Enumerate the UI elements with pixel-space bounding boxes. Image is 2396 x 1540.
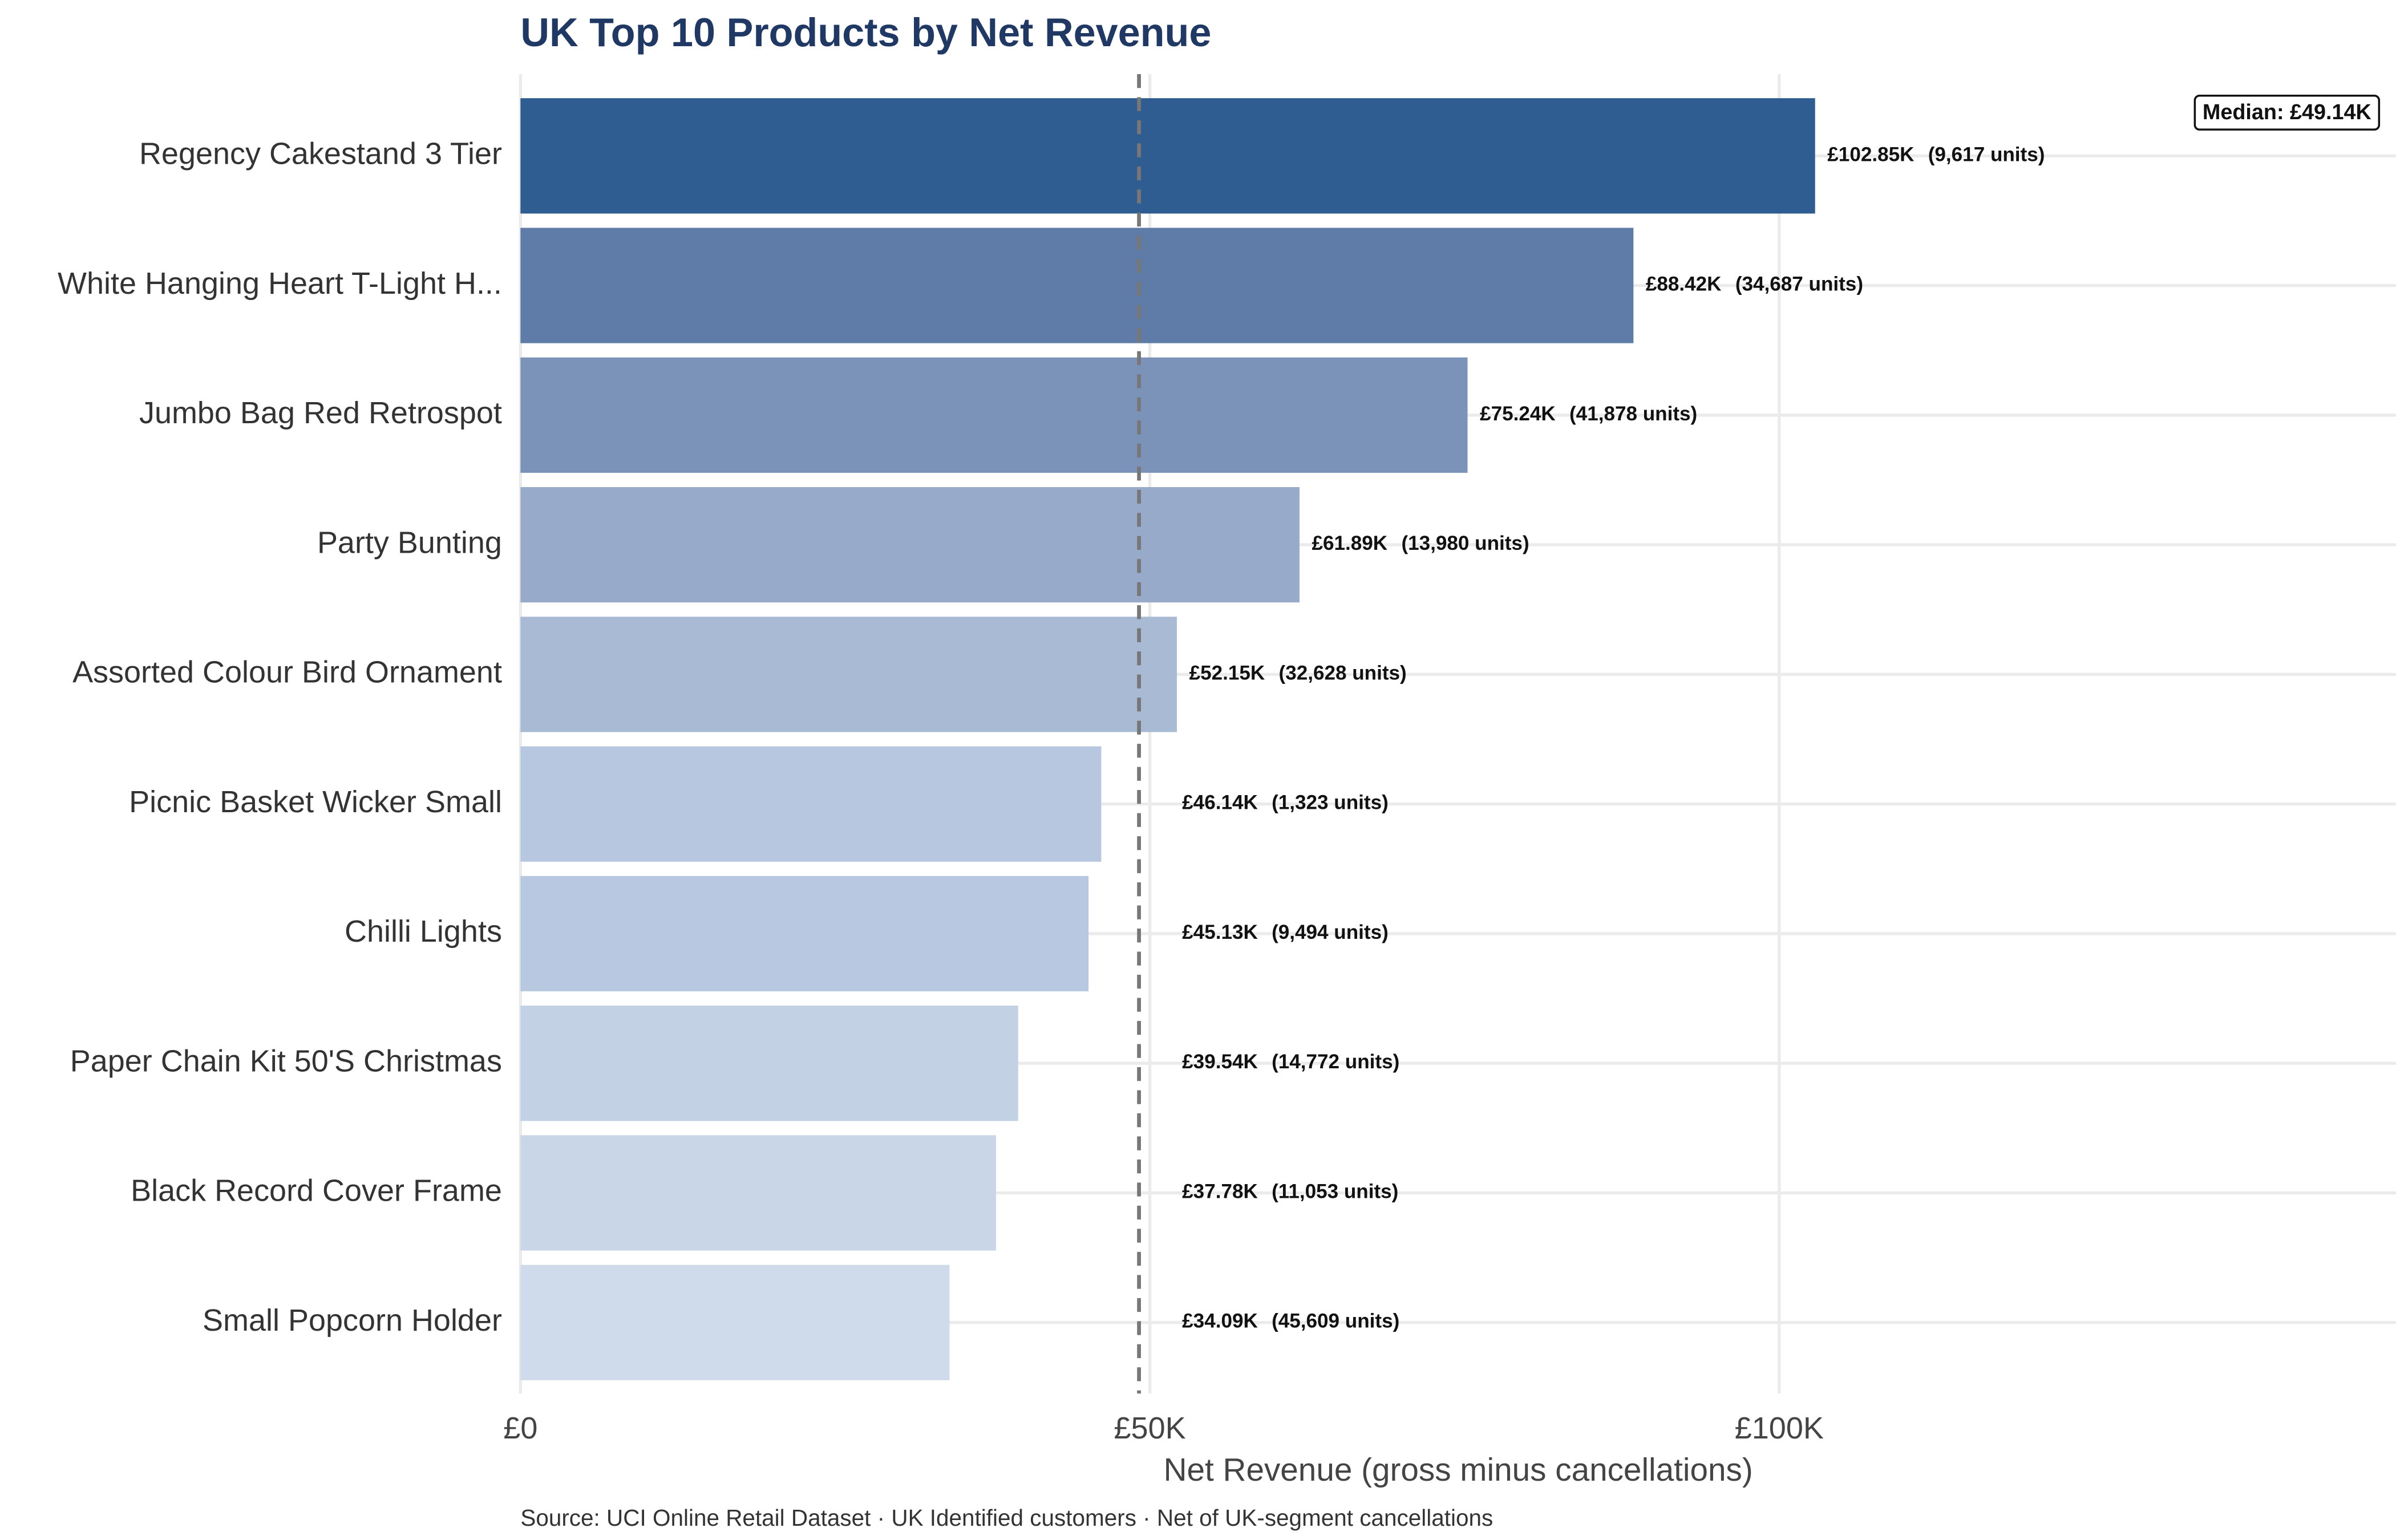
value-label: £88.42K (34,687 units) <box>1646 273 1863 295</box>
value-label: £46.14K <box>1182 792 1258 814</box>
units-label: (41,878 units) <box>1569 403 1697 425</box>
value-label: £37.78K <box>1182 1181 1258 1203</box>
value-label: £37.78K (11,053 units) <box>1182 1181 1398 1203</box>
y-tick-label: Jumbo Bag Red Retrospot <box>139 396 502 430</box>
value-label: £52.15K <box>1189 662 1265 684</box>
units-label: (32,628 units) <box>1279 662 1407 684</box>
value-label: £102.85K (9,617 units) <box>1827 144 2045 166</box>
bar <box>520 746 1102 862</box>
value-label: £34.09K (45,609 units) <box>1182 1310 1399 1332</box>
y-tick-label: Small Popcorn Holder <box>203 1303 502 1338</box>
x-tick-label: £0 <box>503 1411 537 1445</box>
value-label: £61.89K (13,980 units) <box>1312 532 1529 554</box>
x-tick-label: £100K <box>1735 1411 1824 1445</box>
caption: Source: UCI Online Retail Dataset · UK I… <box>520 1505 1493 1531</box>
units-label: (45,609 units) <box>1272 1310 1399 1332</box>
y-tick-label: Party Bunting <box>317 525 502 560</box>
value-label: £75.24K <box>1480 403 1556 425</box>
value-label: £34.09K <box>1182 1310 1258 1332</box>
value-label: £46.14K (1,323 units) <box>1182 792 1389 814</box>
median-box <box>2193 94 2381 131</box>
value-label: £52.15K (32,628 units) <box>1189 662 1407 684</box>
bar <box>520 228 1634 343</box>
x-axis-title: Net Revenue (gross minus cancellations) <box>1164 1452 1753 1488</box>
bar <box>520 876 1089 992</box>
y-tick-label: Picnic Basket Wicker Small <box>129 785 502 819</box>
x-tick-label: £50K <box>1114 1411 1186 1445</box>
value-label: £39.54K <box>1182 1051 1258 1073</box>
units-label: (11,053 units) <box>1272 1181 1398 1203</box>
bar <box>520 1006 1018 1121</box>
chart-title: UK Top 10 Products by Net Revenue <box>520 10 1211 55</box>
value-label: £88.42K <box>1646 273 1722 295</box>
y-tick-label: White Hanging Heart T-Light H... <box>58 266 502 301</box>
bar <box>520 357 1468 473</box>
y-tick-label: Regency Cakestand 3 Tier <box>139 137 502 171</box>
bar <box>520 617 1177 732</box>
bar <box>520 1135 996 1251</box>
units-label: (14,772 units) <box>1272 1051 1399 1073</box>
y-tick-label: Assorted Colour Bird Ornament <box>72 655 502 690</box>
value-label: £75.24K (41,878 units) <box>1480 403 1697 425</box>
units-label: (1,323 units) <box>1272 792 1389 814</box>
bar <box>520 1265 950 1380</box>
units-label: (13,980 units) <box>1401 532 1529 554</box>
bar <box>520 487 1300 603</box>
bar <box>520 98 1815 214</box>
y-tick-label: Paper Chain Kit 50'S Christmas <box>70 1044 502 1078</box>
value-label: £45.13K <box>1182 921 1258 943</box>
y-tick-label: Black Record Cover Frame <box>131 1174 502 1208</box>
y-tick-label: Chilli Lights <box>345 914 502 949</box>
value-label: £102.85K <box>1827 144 1914 166</box>
value-label: £61.89K <box>1312 532 1388 554</box>
median-label: Median: £49.14K <box>2203 100 2371 124</box>
units-label: (9,617 units) <box>1928 144 2045 166</box>
value-label: £45.13K (9,494 units) <box>1182 921 1389 943</box>
value-label: £39.54K (14,772 units) <box>1182 1051 1399 1073</box>
units-label: (34,687 units) <box>1735 273 1863 295</box>
units-label: (9,494 units) <box>1272 921 1389 943</box>
